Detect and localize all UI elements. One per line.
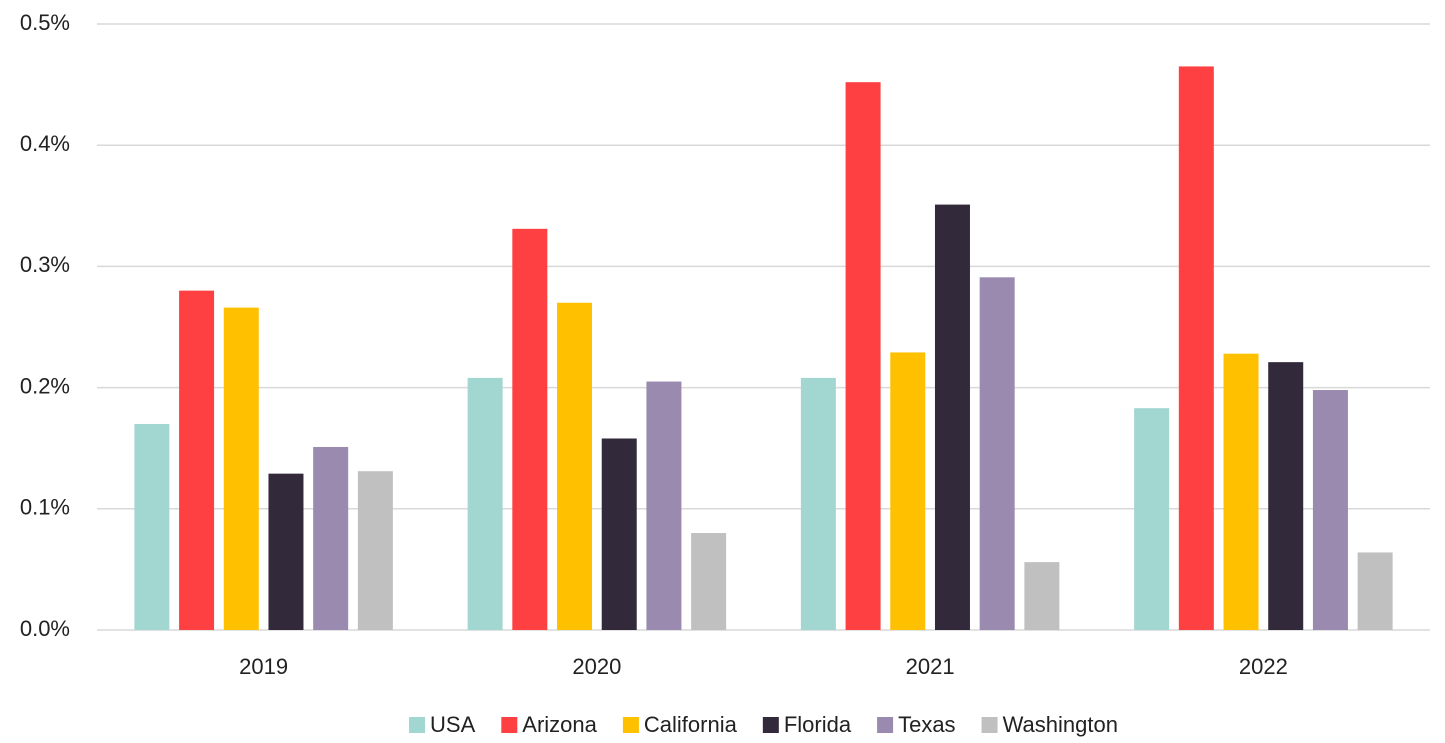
x-tick-label: 2021 [906, 654, 955, 679]
x-tick-label: 2022 [1239, 654, 1288, 679]
bar [179, 290, 215, 630]
bar [134, 423, 170, 630]
legend-swatch [981, 717, 998, 733]
legend-label: Florida [784, 712, 852, 737]
bar [845, 82, 881, 630]
bar [512, 228, 548, 630]
bar [313, 446, 349, 630]
x-tick-label: 2020 [572, 654, 621, 679]
legend-swatch [877, 717, 894, 733]
bar [1357, 552, 1393, 630]
legend-label: USA [430, 712, 476, 737]
bar [557, 302, 593, 630]
legend-swatch [622, 717, 639, 733]
bar [1312, 390, 1348, 630]
y-tick-label: 0.2% [20, 373, 70, 398]
y-tick-label: 0.5% [20, 10, 70, 35]
bar [934, 204, 970, 630]
bar [223, 307, 259, 630]
legend-label: Washington [1003, 712, 1118, 737]
bar [1268, 362, 1304, 630]
bar [268, 473, 304, 630]
legend-swatch [501, 717, 518, 733]
x-tick-label: 2019 [239, 654, 288, 679]
bar [890, 352, 926, 630]
legend-label: Arizona [522, 712, 597, 737]
bar [467, 377, 503, 630]
bar [691, 533, 727, 630]
bar [1223, 353, 1259, 630]
y-tick-label: 0.1% [20, 495, 70, 520]
bar [800, 377, 836, 630]
y-tick-label: 0.4% [20, 131, 70, 156]
bar [646, 381, 682, 630]
bar [357, 471, 393, 630]
legend-label: California [644, 712, 738, 737]
y-tick-label: 0.3% [20, 252, 70, 277]
bar [601, 438, 637, 630]
legend-swatch [762, 717, 779, 733]
bar [1134, 408, 1170, 630]
legend-label: Texas [898, 712, 955, 737]
bar [979, 277, 1015, 630]
bar [1178, 66, 1214, 631]
bar [1024, 562, 1060, 630]
y-tick-label: 0.0% [20, 616, 70, 641]
legend-swatch [409, 717, 426, 733]
